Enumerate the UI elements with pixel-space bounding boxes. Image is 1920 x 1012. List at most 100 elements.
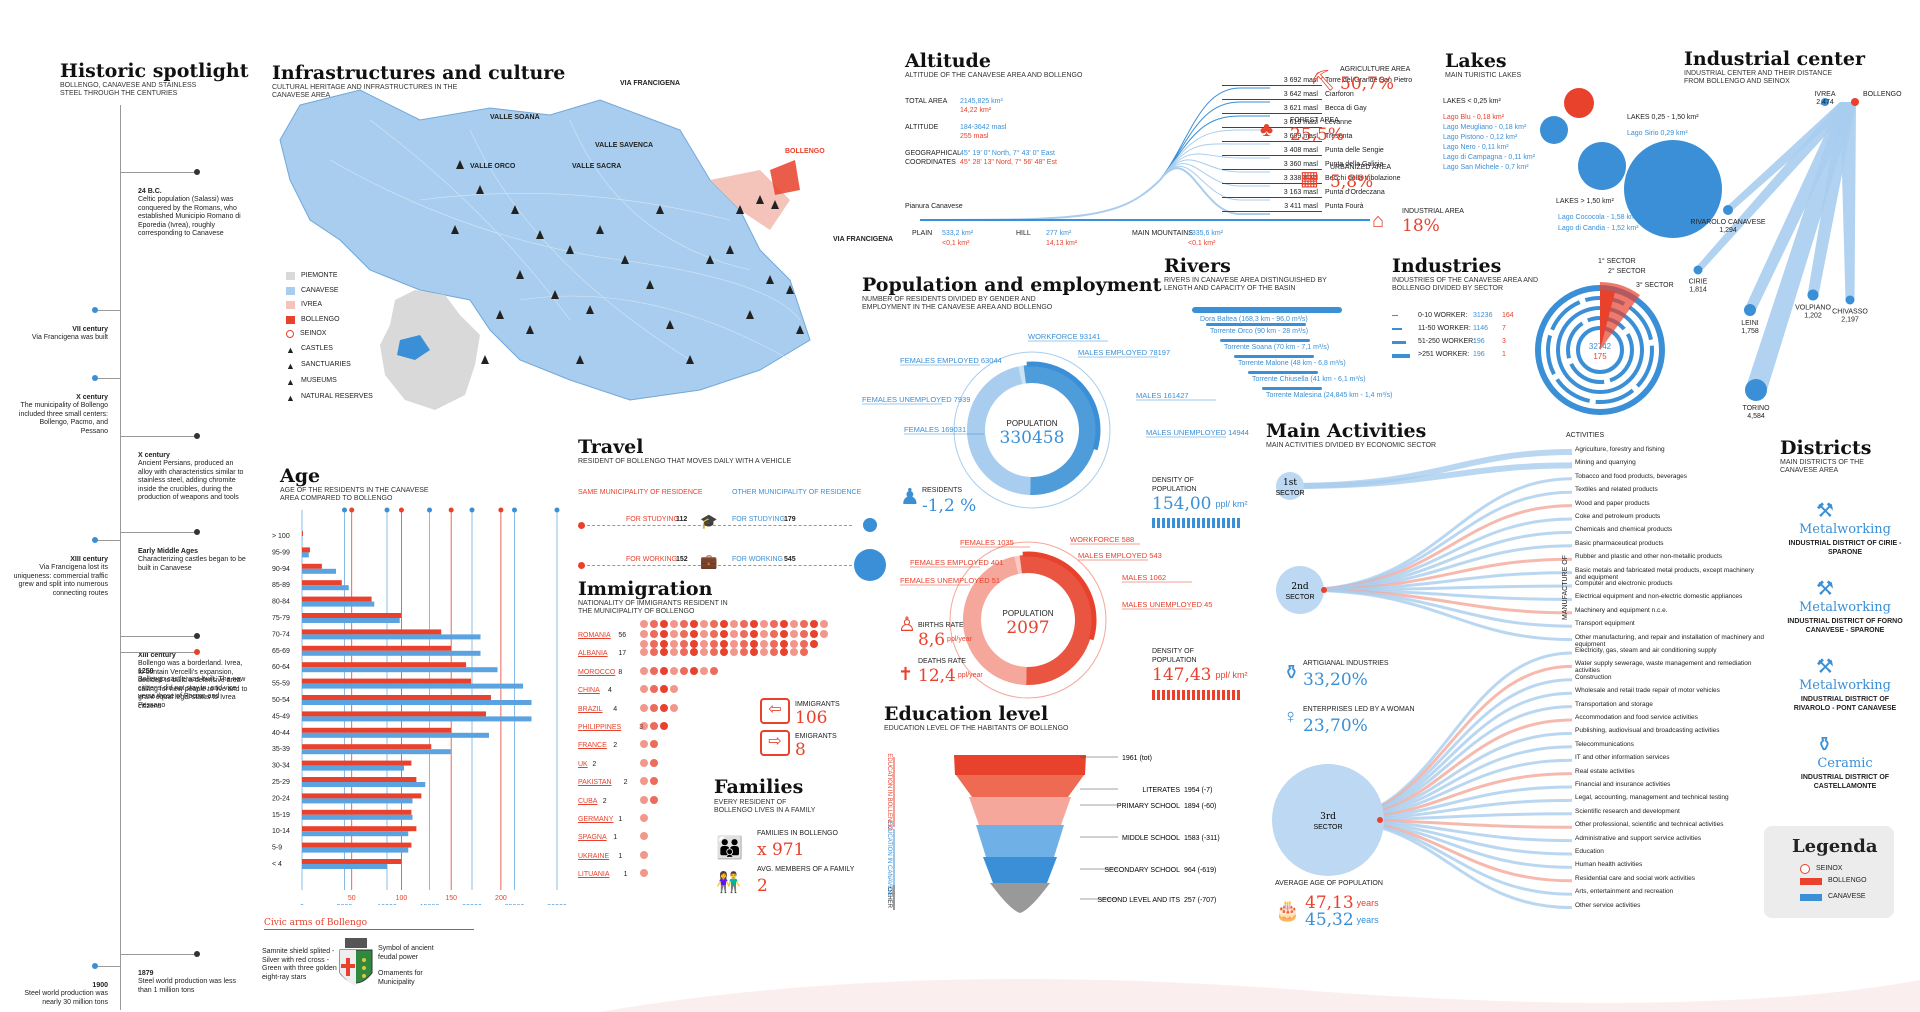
- timeline-event-text: Steel world production was nearly 30 mil…: [24, 990, 108, 1006]
- industrial-center-value: 1,814: [1689, 287, 1707, 294]
- timeline-dot: [92, 963, 98, 969]
- sanctuary-icon: [786, 285, 794, 294]
- infra-legend-item: BOLLENGO: [286, 316, 373, 325]
- age-bar-bollengo: [302, 629, 442, 635]
- activity-item: Computer and electronic products: [1575, 580, 1673, 587]
- immigration-country: PHILIPPINES: [578, 724, 622, 731]
- canavese-tick: 15000: [420, 904, 440, 905]
- deaths-label: DEATHS RATE: [918, 658, 966, 665]
- altitude-bottom-blue: 533,2 km²: [942, 230, 974, 237]
- immigrant-dot: [690, 648, 698, 657]
- woman-label: ENTERPRISES LED BY A WOMAN: [1303, 706, 1415, 713]
- avg-members-value: 2: [757, 876, 768, 896]
- canavese-males-unemployed-label: MALES UNEMPLOYED 14944: [1146, 428, 1249, 437]
- timeline-dot: [194, 951, 200, 957]
- immigrant-dot: [710, 630, 718, 638]
- age-bar-canavese: [302, 782, 426, 787]
- timeline-event-text: Steel world production was less than 1 m…: [138, 978, 237, 994]
- immigrant-dot: [640, 648, 648, 657]
- activity-item: Administrative and support service activ…: [1575, 834, 1702, 842]
- cake-icon: 🎂: [1275, 900, 1300, 922]
- immigrant-dot: [730, 620, 738, 628]
- age-bar-canavese: [302, 864, 387, 869]
- age-bar-canavese: [302, 765, 404, 771]
- label-valle-savenca: VALLE SAVENCA: [595, 142, 654, 149]
- altitude-bottom-label: MAIN MOUNTAINS: [1132, 230, 1193, 237]
- immigrant-dot: [640, 758, 648, 767]
- bottom-wave: [600, 979, 1920, 1012]
- industrial-center-name: RIVAROLO CANAVESE: [1690, 219, 1766, 226]
- immigration-country: FRANCE: [578, 742, 607, 750]
- industries-row-label: 11-50 WORKER:: [1418, 325, 1471, 332]
- donut-hole: [984, 576, 1072, 664]
- immigrant-dot: [690, 666, 698, 675]
- immigration-count: 17: [618, 650, 627, 658]
- immigrant-dot: [750, 630, 758, 638]
- activity-item: Machinery and equipment n.c.e.: [1575, 606, 1668, 614]
- peak-height: 3 360 masl: [1283, 161, 1318, 168]
- museum-icon: [656, 205, 664, 214]
- altitude-bottom-label: PLAIN: [912, 230, 933, 237]
- education-level-value: 1894 (-60): [1184, 803, 1216, 810]
- age-bar-canavese: [302, 814, 413, 820]
- industries-swatch: [1392, 328, 1402, 330]
- industrial-center-dot: [1745, 379, 1767, 401]
- altitude-fact-red: 45° 28' 13" Nord, 7° 56' 48" Est: [960, 159, 1057, 166]
- immigrant-dot: [760, 620, 768, 628]
- age-group-label: > 100: [272, 533, 290, 540]
- sanctuary-icon: [566, 245, 574, 254]
- industrial-center-dot: [1821, 98, 1829, 106]
- age-bar-canavese: [302, 847, 409, 853]
- river-label: Torrente Malesina (24,845 km - 1,4 m³/s): [1266, 392, 1393, 399]
- peak-height: 3 692 masl: [1283, 77, 1318, 84]
- donut-center-label: POPULATION: [1007, 419, 1058, 428]
- immigrant-dot: [660, 648, 668, 657]
- age-group-label: 90-94: [272, 566, 290, 573]
- immigration-count: 1: [613, 834, 618, 842]
- immigrant-dot: [710, 648, 718, 657]
- district-name: Metalworking: [1798, 522, 1892, 537]
- immigrant-dot: [650, 666, 658, 675]
- immigrant-dot: [810, 630, 818, 638]
- timeline-dot: [194, 169, 200, 175]
- resident-icon: ♟: [900, 484, 920, 509]
- age-group-label: 10-14: [272, 828, 290, 835]
- immigrant-dot: [640, 685, 648, 694]
- piemonte-map: [380, 290, 480, 410]
- label-valle-orco: VALLE ORCO: [470, 163, 516, 170]
- civic-right1: Symbol of ancient feudal power: [378, 945, 434, 961]
- immigration-count: 2: [602, 797, 607, 805]
- sanct-icon: ▲: [286, 360, 295, 371]
- infra-legend-item: ▲ SANCTUARIES: [286, 361, 373, 371]
- river-label: Dora Baltea (168,3 km - 96,0 m³/s): [1200, 316, 1308, 323]
- education-level-value: 964 (-619): [1184, 867, 1216, 874]
- activities-head: ACTIVITIES: [1566, 432, 1605, 439]
- immigrant-dot: [820, 630, 828, 638]
- activity-item: Tobacco and food products, beverages: [1575, 472, 1688, 480]
- canavese-males-employed-label: MALES EMPLOYED 78197: [1078, 348, 1170, 357]
- age-group-label: 85-89: [272, 582, 290, 589]
- district-name: Metalworking: [1798, 600, 1892, 615]
- urban-icon: ▦: [1300, 168, 1319, 190]
- immigrant-dot: [700, 640, 708, 648]
- activity-item: Coke and petroleum products: [1575, 513, 1661, 520]
- avg-age-red-unit: years: [1356, 897, 1379, 908]
- immigration-count: 4: [613, 705, 618, 713]
- immigrant-dot: [640, 850, 648, 859]
- age-bar-bollengo: [302, 711, 486, 717]
- industrial-center-value: 2,197: [1841, 317, 1859, 324]
- infra-subtitle: CULTURAL HERITAGE AND INFRASTRUCTURES IN…: [272, 84, 458, 99]
- infra-legend-item: ▲ NATURAL RESERVES: [286, 393, 373, 403]
- travel-same-label: SAME MUNICIPALITY OF RESIDENCE: [578, 489, 703, 496]
- sector-word: SECTOR: [1313, 824, 1342, 831]
- education-level-band: [976, 825, 1064, 857]
- emigrants-label: EMIGRANTS: [795, 733, 837, 740]
- canavese-tick: 0: [300, 904, 304, 905]
- age-bar-bollengo: [302, 645, 452, 651]
- infra-legend-label: CASTLES: [301, 345, 333, 353]
- travel-other-label: OTHER MUNICIPALITY OF RESIDENCE: [732, 489, 862, 496]
- timeline-connector: [120, 652, 198, 653]
- immigrant-dot: [640, 869, 648, 878]
- river-bar: [1234, 355, 1314, 358]
- immigrant-dot: [650, 703, 658, 712]
